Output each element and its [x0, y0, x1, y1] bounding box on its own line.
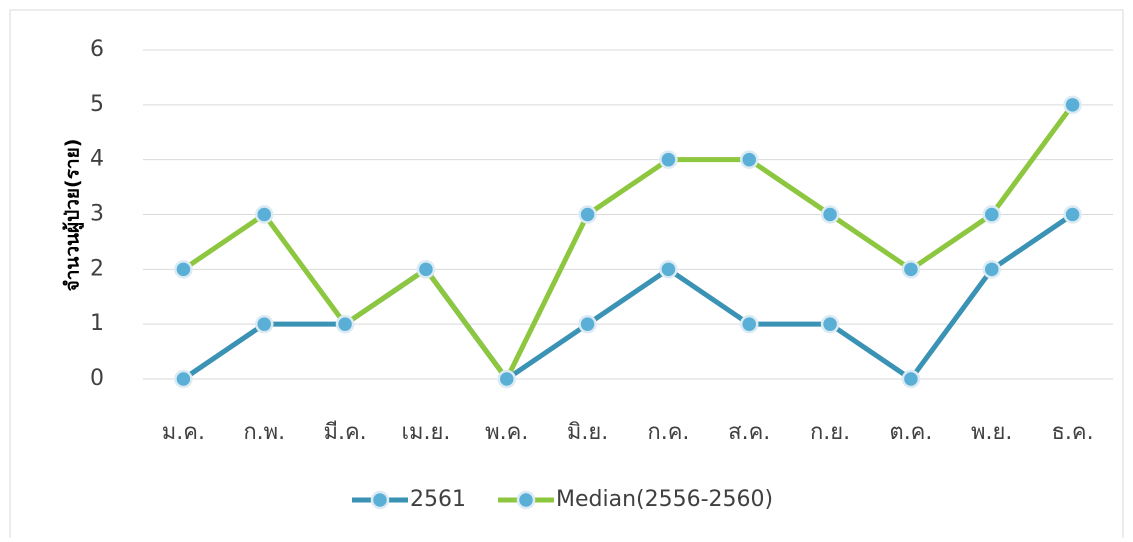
marker [982, 205, 1001, 224]
series-line [182, 212, 1074, 382]
legend-label: Median(2556-2560) [556, 487, 773, 512]
marker [820, 314, 840, 334]
marker [901, 260, 921, 279]
marker [740, 314, 759, 334]
x-tick-label: มิ.ย. [567, 420, 608, 445]
marker [659, 150, 678, 169]
legend-label: 2561 [410, 487, 466, 512]
y-tick-label: 3 [90, 202, 104, 227]
marker [1063, 95, 1082, 115]
marker [740, 150, 759, 169]
marker [174, 260, 193, 279]
x-tick-label: มี.ค. [323, 420, 366, 445]
marker [578, 314, 597, 334]
y-tick-label: 0 [90, 366, 104, 391]
marker [497, 369, 516, 389]
marker [982, 260, 1001, 279]
x-tick-label: เม.ย. [401, 420, 450, 445]
marker [255, 205, 274, 224]
legend-marker [370, 490, 390, 510]
marker [255, 314, 274, 334]
y-axis-label: จำนวนผู้ป่วย(ราย) [62, 139, 85, 292]
marker [174, 369, 193, 389]
marker [578, 205, 597, 224]
chart-frame [9, 9, 1124, 542]
x-tick-label: ธ.ค. [1052, 420, 1094, 445]
y-tick-label: 6 [90, 37, 104, 62]
series-line [182, 103, 1075, 382]
x-tick-label: ต.ค. [889, 420, 932, 445]
y-tick-label: 4 [90, 147, 104, 172]
x-tick-label: พ.ค. [485, 420, 528, 445]
x-tick-label: ม.ค. [162, 420, 205, 445]
marker [335, 314, 355, 334]
legend-marker [516, 490, 536, 510]
marker [820, 205, 840, 224]
y-tick-label: 1 [90, 311, 104, 336]
marker [1063, 205, 1082, 224]
marker [416, 260, 436, 279]
x-tick-label: ก.ย. [810, 420, 850, 445]
marker [901, 369, 921, 389]
x-tick-label: พ.ย. [971, 420, 1012, 445]
y-tick-label: 2 [90, 256, 104, 281]
x-tick-label: ก.ค. [647, 420, 689, 445]
marker [659, 260, 678, 279]
x-tick-label: ก.พ. [243, 420, 285, 445]
x-tick-label: ส.ค. [728, 420, 770, 445]
y-tick-label: 5 [90, 92, 104, 117]
